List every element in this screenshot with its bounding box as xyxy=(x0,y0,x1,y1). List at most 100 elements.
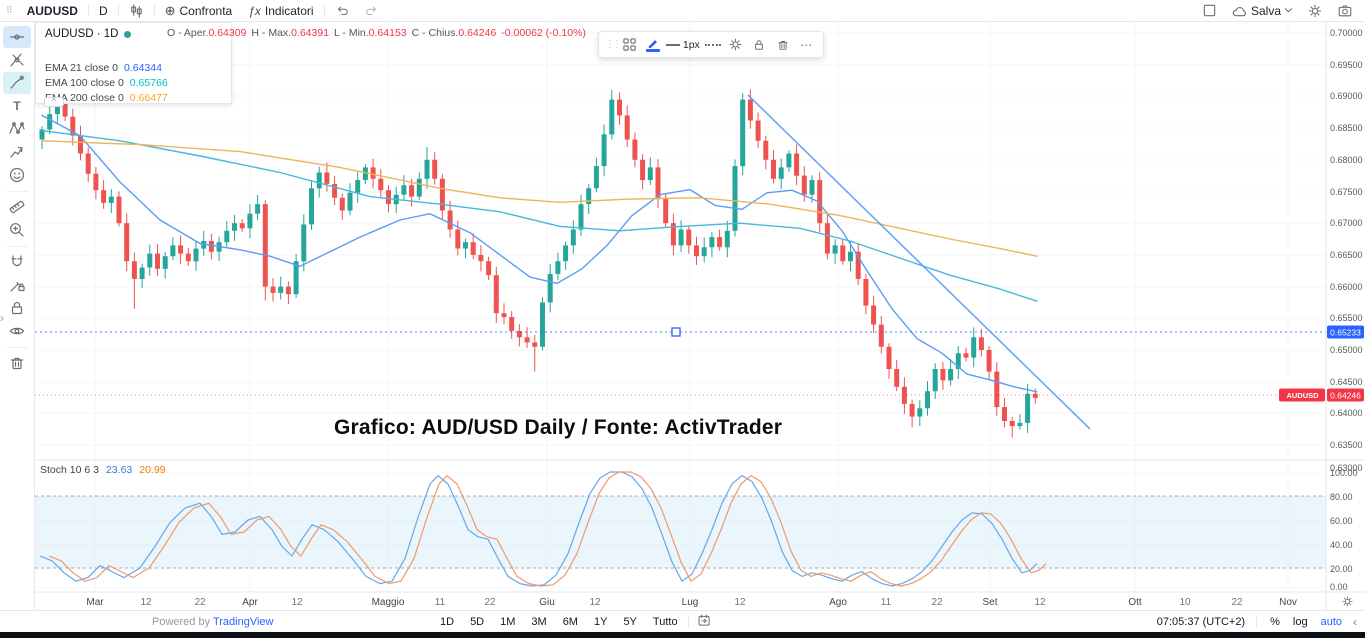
time-axis-settings-button[interactable] xyxy=(1341,595,1354,613)
range-1m[interactable]: 1M xyxy=(492,612,523,632)
time-tick-label: 11 xyxy=(881,597,892,608)
legend-ema100-row[interactable]: EMA 100 close 0 0.65766 xyxy=(45,77,168,89)
indicators-label: Indicatori xyxy=(264,3,314,18)
symbol-button[interactable]: AUDUSD xyxy=(19,0,86,21)
candle-body xyxy=(863,279,869,306)
candle-body xyxy=(694,245,699,257)
zoom-in-tool[interactable] xyxy=(3,219,31,241)
drawing-more-button[interactable]: ⋯ xyxy=(796,32,817,57)
drawing-settings-button[interactable] xyxy=(725,32,746,57)
log-scale-button[interactable]: log xyxy=(1291,612,1310,632)
top-toolbar: ⠿ AUDUSD D ⊕ Confronta ƒx Indicatori xyxy=(0,0,1365,22)
hline-anchor-handle[interactable] xyxy=(671,327,681,337)
drag-grip-icon[interactable]: ⠿ xyxy=(6,5,13,15)
candle-body xyxy=(339,197,345,211)
goto-date-button[interactable] xyxy=(691,612,718,632)
stoch-k-line xyxy=(39,471,1038,587)
interval-button[interactable]: D xyxy=(91,0,116,21)
undo-icon xyxy=(337,6,348,15)
stay-in-drawing-mode-tool[interactable] xyxy=(3,274,31,296)
candle-body xyxy=(978,337,984,350)
market-status-dot xyxy=(124,30,132,38)
time-tick-label: Nov xyxy=(1279,597,1297,608)
pattern-tool[interactable] xyxy=(3,118,31,140)
legend-collapse-button[interactable]: ^ xyxy=(44,97,64,107)
measure-tool[interactable] xyxy=(3,196,31,218)
range-6m[interactable]: 6M xyxy=(555,612,586,632)
brush-tool[interactable] xyxy=(3,72,31,94)
screenshot-button[interactable] xyxy=(1335,0,1355,21)
trend-line-tool[interactable] xyxy=(3,26,31,48)
candle-body xyxy=(362,167,368,181)
line-width-button[interactable]: 1px xyxy=(665,32,700,57)
text-tool[interactable]: T xyxy=(3,95,31,117)
close-value: 0.64246 xyxy=(458,27,497,39)
forecast-icon xyxy=(10,146,23,158)
undo-button[interactable] xyxy=(327,0,357,21)
high-value: 0.64391 xyxy=(291,27,330,39)
hide-drawings-tool[interactable] xyxy=(3,320,31,342)
candle-body xyxy=(478,254,484,262)
save-button[interactable]: Salva xyxy=(1229,0,1295,21)
color-button[interactable] xyxy=(642,32,663,57)
magnet-tool[interactable] xyxy=(3,251,31,273)
price-axis[interactable] xyxy=(1326,22,1365,592)
gann-fib-tool[interactable] xyxy=(3,49,31,71)
candle-body xyxy=(901,386,907,404)
drawing-delete-button[interactable] xyxy=(772,32,793,57)
clock[interactable]: 07:05:37 (UTC+2) xyxy=(1156,615,1246,628)
compare-button[interactable]: ⊕ Confronta xyxy=(157,0,241,21)
panel-expand-chevron-icon[interactable]: › xyxy=(0,311,4,325)
candle-body xyxy=(709,237,715,248)
tradingview-link[interactable]: TradingView xyxy=(212,615,274,628)
remove-drawings-tool[interactable] xyxy=(3,352,31,374)
fullscreen-button[interactable] xyxy=(1200,0,1219,21)
candle-body xyxy=(632,139,638,160)
redo-button[interactable] xyxy=(357,0,387,21)
candle-body xyxy=(208,241,214,252)
range-5d[interactable]: 5D xyxy=(462,612,492,632)
price-tick-label: 0.69000 xyxy=(1330,91,1363,101)
emoji-tool[interactable] xyxy=(3,164,31,186)
candle-body xyxy=(732,166,738,231)
time-tick-label: Giu xyxy=(539,597,555,608)
candle-body xyxy=(986,350,992,372)
lock-drawings-tool[interactable] xyxy=(3,297,31,319)
template-button[interactable] xyxy=(619,32,640,57)
ema-value: 0.66477 xyxy=(129,92,168,104)
trendline-drawing[interactable] xyxy=(747,94,1091,430)
candle-body xyxy=(724,230,730,248)
powered-by[interactable]: Powered by TradingView xyxy=(152,616,274,628)
candle-body xyxy=(763,140,769,160)
legend-symbol-row[interactable]: AUDUSD · 1D xyxy=(45,28,132,40)
candle-body xyxy=(778,167,784,179)
range-1y[interactable]: 1Y xyxy=(586,612,615,632)
candle-body xyxy=(963,353,969,358)
price-tick-label: 0.63000 xyxy=(1330,463,1363,473)
range-all[interactable]: Tutto xyxy=(645,612,686,632)
stoch-legend[interactable]: Stoch 10 6 3 23.63 20.99 xyxy=(40,464,166,476)
range-3m[interactable]: 3M xyxy=(523,612,554,632)
collapse-chevron-icon[interactable]: ‹ xyxy=(1353,614,1357,629)
legend-ema21-row[interactable]: EMA 21 close 0 0.64344 xyxy=(45,62,162,74)
ema-value: 0.65766 xyxy=(129,77,168,89)
percent-scale-button[interactable]: % xyxy=(1268,612,1282,632)
bottombar-right-group: 07:05:37 (UTC+2) % log auto ‹ xyxy=(1157,612,1357,632)
range-5y[interactable]: 5Y xyxy=(615,612,644,632)
drawing-lock-button[interactable] xyxy=(749,32,770,57)
line-style-button[interactable] xyxy=(702,32,723,57)
price-tick-label: 0.65500 xyxy=(1330,313,1363,323)
time-tick-label: 10 xyxy=(1179,597,1191,608)
legend-ema200-row[interactable]: EMA 200 close 0 0.66477 xyxy=(45,92,168,104)
candle-body xyxy=(39,129,45,140)
range-1d[interactable]: 1D xyxy=(432,612,462,632)
indicators-button[interactable]: ƒx Indicatori xyxy=(240,0,321,21)
grip-icon[interactable]: ⋮⋮ xyxy=(605,39,622,50)
auto-scale-button[interactable]: auto xyxy=(1319,612,1344,632)
settings-button[interactable] xyxy=(1305,0,1325,21)
separator xyxy=(6,246,28,247)
chart-type-button[interactable] xyxy=(121,0,152,21)
candle-body xyxy=(386,190,391,205)
forecast-tool[interactable] xyxy=(3,141,31,163)
